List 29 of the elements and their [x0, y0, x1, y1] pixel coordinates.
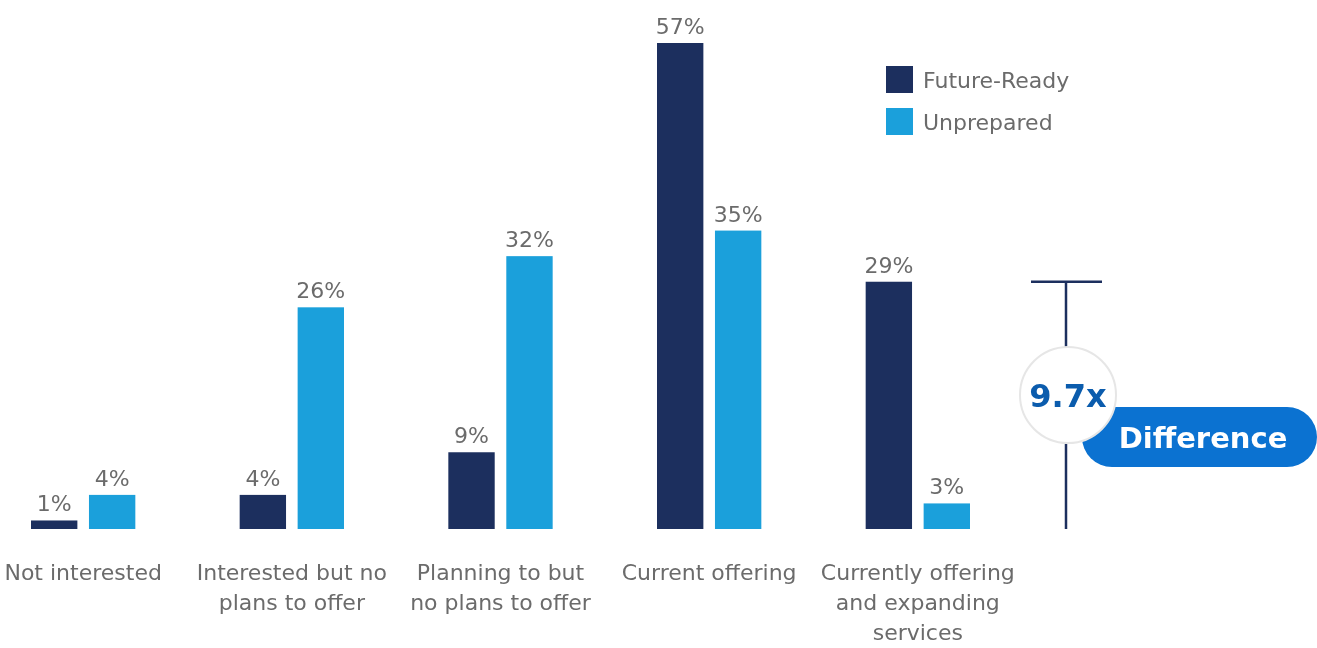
- bar: [506, 256, 553, 529]
- data-label: 35%: [713, 201, 763, 227]
- data-label: 57%: [655, 14, 705, 39]
- text: 9.7x: [1029, 377, 1108, 415]
- bar: [923, 503, 970, 529]
- x-tick-label: Planning to but no plans to offer: [410, 560, 592, 615]
- bar: [297, 307, 344, 529]
- data-label: 29%: [864, 252, 914, 278]
- bar: [714, 230, 762, 529]
- data-label: 9%: [454, 423, 489, 449]
- x-tick-label: Interested but no plans to offer: [196, 560, 387, 615]
- x-tick-label: Not interested: [4, 560, 162, 585]
- x-tick-label: Currently offering and expanding services: [820, 560, 1015, 645]
- data-label: 1%: [36, 491, 72, 517]
- bar: [31, 520, 78, 529]
- data-label: 4%: [245, 465, 281, 491]
- bar: [865, 281, 913, 529]
- text: Difference: [1118, 421, 1288, 455]
- bar: [657, 43, 704, 529]
- data-label: 4%: [94, 465, 130, 491]
- bar: [88, 494, 136, 529]
- data-label: 32%: [505, 227, 554, 253]
- bar: [448, 452, 495, 529]
- legend-label: Future-Ready: [923, 68, 1070, 93]
- bar: [239, 494, 287, 529]
- data-label: 26%: [296, 278, 346, 304]
- data-label: 3%: [929, 474, 965, 500]
- legend-label: Unprepared: [923, 110, 1053, 135]
- x-tick-label: Current offering: [621, 560, 797, 585]
